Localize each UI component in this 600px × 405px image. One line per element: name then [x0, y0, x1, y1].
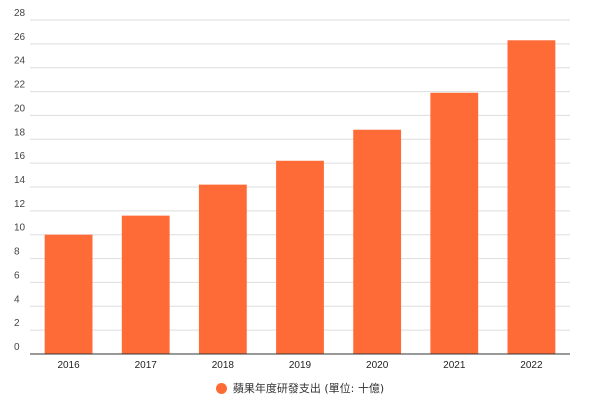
y-tick-label: 16: [14, 151, 26, 162]
legend-label: 蘋果年度研發支出 (單位: 十億): [232, 382, 385, 395]
x-tick-label: 2016: [57, 360, 80, 371]
bar-2018: [198, 184, 247, 354]
x-tick-label: 2017: [135, 360, 158, 371]
y-tick-label: 14: [14, 175, 26, 186]
bar-2016: [44, 234, 93, 354]
y-tick-label: 2: [14, 318, 20, 329]
bar-2022: [507, 40, 556, 355]
x-tick-label: 2018: [212, 360, 235, 371]
y-tick-label: 4: [14, 294, 20, 305]
y-tick-label: 24: [14, 56, 26, 67]
x-tick-label: 2021: [443, 360, 466, 371]
bar-2021: [430, 92, 479, 354]
y-tick-label: 18: [14, 127, 26, 138]
y-tick-label: 22: [14, 80, 26, 91]
y-tick-label: 20: [14, 103, 26, 114]
legend: 蘋果年度研發支出 (單位: 十億): [0, 376, 600, 400]
y-tick-label: 28: [14, 8, 26, 19]
y-tick-label: 12: [14, 199, 26, 210]
y-tick-label: 10: [14, 223, 26, 234]
legend-swatch: [215, 382, 227, 394]
y-tick-label: 26: [14, 32, 26, 43]
y-tick-label: 0: [14, 342, 20, 353]
y-tick-label: 8: [14, 247, 20, 258]
x-tick-label: 2020: [366, 360, 389, 371]
y-tick-label: 6: [14, 270, 20, 281]
bar-2019: [276, 160, 324, 354]
bar-2020: [353, 129, 402, 354]
x-tick-label: 2019: [289, 360, 312, 371]
x-tick-label: 2022: [520, 360, 543, 371]
bar-2017: [121, 215, 170, 354]
